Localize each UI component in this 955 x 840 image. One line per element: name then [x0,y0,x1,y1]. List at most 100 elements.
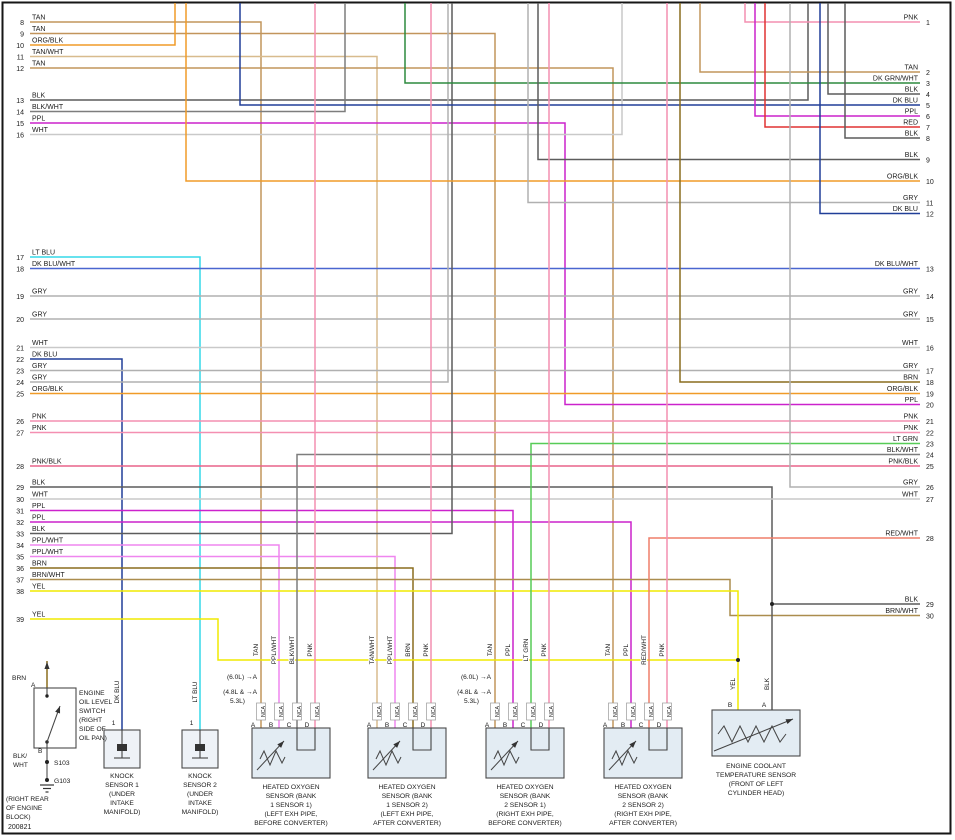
wire-color-label: GRY [32,375,47,382]
cavity-label: NCA [279,705,285,716]
wire-color-label: DK BLU/WHT [32,261,76,268]
pin-letter: D [421,722,426,729]
circuit-number: 8 [20,20,24,27]
wire-tan [699,3,920,73]
wire-color-label: TAN [32,15,45,22]
cavity-box [426,702,436,721]
ground-location-label: (RIGHT REAR [6,796,49,803]
wire-tan-wht [30,55,378,728]
component-label: AFTER CONVERTER) [373,820,441,827]
sensor-box [251,727,331,779]
wire-blk [30,3,809,101]
resistor-symbol [493,749,520,767]
wire-color-label: DK BLU [32,352,57,359]
circuit-number: 22 [16,357,24,364]
circuit-number: 32 [16,520,24,527]
wire-color-label: BLK/WHT [32,104,64,111]
wire-lt-grn [530,442,920,728]
pin-wire-label: LT GRN [523,638,530,661]
circuit-number: 29 [16,485,24,492]
cavity-label: NCA [377,705,383,716]
cavity-label: NCA [495,705,501,716]
ho2s-sensor-2: NCAATAN/WHTNCABPPL/WHTNCACBRNNCADPNKHEAT… [367,634,447,827]
heater-symbol [296,728,316,751]
cavity-box [408,702,418,721]
sensor-box [367,727,447,779]
arrowhead-icon [511,741,518,748]
pin-wire-label: PPL/WHT [271,636,278,665]
circuit-number: 10 [16,43,24,50]
contact-dot [45,694,49,698]
wire-color-label: TAN [905,65,918,72]
circuit-number: 28 [16,464,24,471]
component-label: HEATED OXYGEN [262,784,319,791]
junction-dot [736,658,740,662]
arrowhead-icon [44,662,50,669]
circuit-number: 28 [926,536,934,543]
wire-color-label: ORG/BLK [887,174,918,181]
wire-yel [30,590,739,710]
circuit-number: 7 [926,125,930,132]
component-label: ENGINE [79,690,105,697]
pin-wire-label: PNK [541,643,548,657]
wire-color-label: PNK/BLK [888,459,918,466]
pin-wire-label: YEL [730,678,737,691]
arrowhead-icon [393,741,400,748]
component-label: SENSOR (BANK [382,793,433,800]
circuit-number: 13 [16,98,24,105]
circuit-number: 27 [16,431,24,438]
sensor-box [711,709,801,757]
circuit-number: 23 [16,369,24,376]
pin-letter: D [539,722,544,729]
circuit-number: 16 [926,346,934,353]
wire-color-label: WHT [902,492,919,499]
pin-letter: B [385,722,389,729]
circuit-number: 25 [16,392,24,399]
circuit-number: 33 [16,532,24,539]
component-label: SENSOR (BANK [266,793,317,800]
pin-letter: C [639,722,644,729]
cavity-box [490,702,500,721]
wire-color-label: TAN [32,26,45,33]
wire-ppl-wht [30,555,396,728]
component-label: (UNDER [109,791,135,798]
circuit-number: 37 [16,578,24,585]
junction-dot [45,760,49,764]
component-label: SENSOR (BANK [500,793,551,800]
component-label: HEATED OXYGEN [378,784,435,791]
cavity-box [274,702,284,721]
cavity-box [310,702,320,721]
wire-brn [30,567,414,728]
wire-color-label: DK GRN/WHT [873,76,919,83]
pin-letter: C [521,722,526,729]
pin-letter: B [621,722,625,729]
circuit-number: 18 [926,380,934,387]
circuit-number: 17 [926,369,934,376]
component-label: TEMPERATURE SENSOR [716,772,796,779]
wire-color-label: WHT [32,340,49,347]
pin-letter: A [762,702,767,709]
cavity-label: NCA [395,705,401,716]
cavity-label: NCA [431,705,437,716]
wire-color-label: GRY [903,312,918,319]
pin-letter: A [603,722,608,729]
pin-wire-label: BLK/ [13,753,27,760]
circuit-number: 19 [926,392,934,399]
pin-letter: C [287,722,292,729]
heater-symbol [648,728,668,751]
component-label: OIL PAN) [79,735,107,742]
circuit-number: 24 [16,380,24,387]
pin-letter: A [367,722,372,729]
resistor-symbol [259,749,286,767]
wire-blk [537,3,920,161]
cavity-box [508,702,518,721]
circuit-number: 6 [926,114,930,121]
component-label: HEATED OXYGEN [496,784,553,791]
wire-org-blk [30,3,176,46]
cavity-box [390,702,400,721]
circuit-number: 8 [926,136,930,143]
wire-color-label: RED/WHT [885,531,918,538]
